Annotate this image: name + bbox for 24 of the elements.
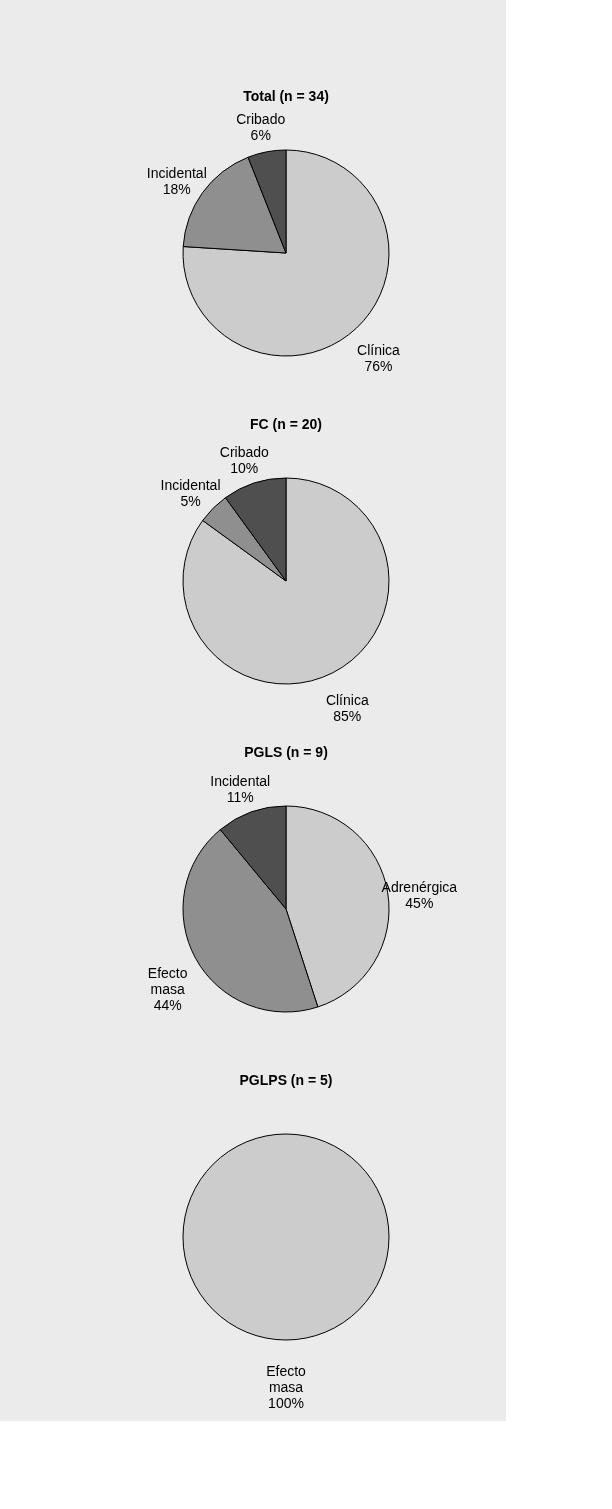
slice-label: Clínica bbox=[357, 342, 401, 359]
slice-label: Efecto masa bbox=[266, 1363, 307, 1395]
data-label: 6% bbox=[250, 127, 271, 144]
data-label: 85% bbox=[333, 708, 362, 725]
data-label: 44% bbox=[153, 997, 182, 1014]
chart-title: PGLS (n = 9) bbox=[244, 744, 328, 760]
data-label: 100% bbox=[268, 1395, 304, 1411]
slice-label: Cribado bbox=[219, 443, 270, 460]
slice-label: Incidental bbox=[146, 164, 207, 181]
slice-label: Efecto masa bbox=[147, 965, 188, 998]
slice-label: Incidental bbox=[160, 476, 221, 493]
slice-label: Incidental bbox=[210, 772, 271, 789]
data-label: 76% bbox=[364, 358, 393, 375]
chart-title: PGLPS (n = 5) bbox=[239, 1072, 333, 1088]
slice-label: Cribado bbox=[236, 111, 286, 128]
data-label: 45% bbox=[405, 894, 434, 911]
data-label: 5% bbox=[180, 492, 201, 509]
data-label: 11% bbox=[226, 788, 254, 805]
slice-label: Clínica bbox=[325, 692, 369, 709]
data-label: 10% bbox=[230, 459, 259, 476]
slice-label: Adrenérgica bbox=[381, 878, 458, 895]
chart-title: Total (n = 34) bbox=[243, 88, 329, 104]
data-label: 18% bbox=[162, 180, 191, 197]
chart-title: FC (n = 20) bbox=[250, 416, 322, 432]
